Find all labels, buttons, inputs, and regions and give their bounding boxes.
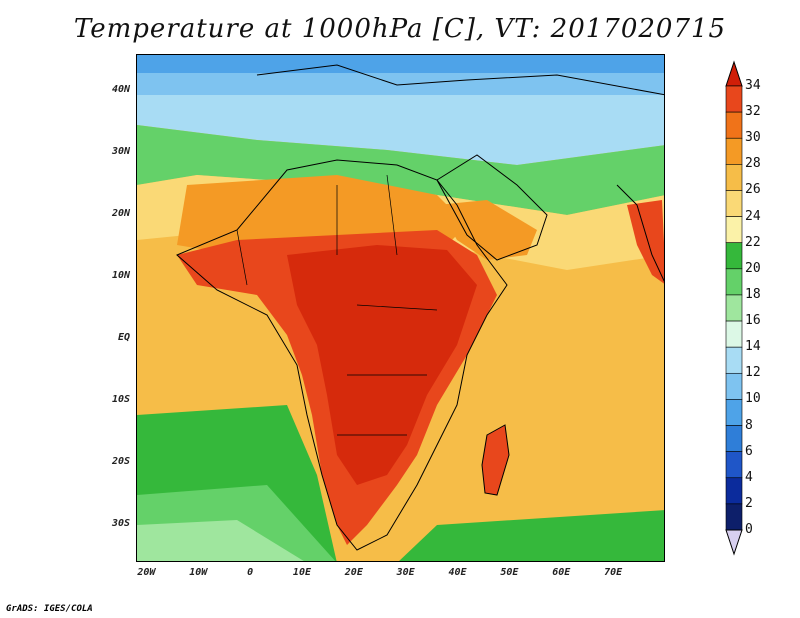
colorbar-swatch — [725, 399, 743, 426]
colorbar-over-arrow — [725, 60, 743, 87]
colorbar-swatch — [725, 85, 743, 113]
colorbar-swatch — [725, 372, 743, 400]
colorbar-label: 20 — [745, 260, 761, 276]
colorbar-swatch — [725, 190, 743, 217]
colorbar-label: 22 — [745, 234, 761, 250]
longitude-label: 10E — [292, 567, 311, 578]
colorbar-label: 0 — [745, 522, 753, 537]
map-title: Temperature at 1000hPa [C], VT: 20170207… — [73, 14, 727, 44]
colorbar-label: 10 — [745, 391, 761, 407]
colorbar-label: 24 — [745, 208, 761, 224]
colorbar-swatch — [725, 294, 743, 322]
latitude-label: 10S — [111, 393, 130, 405]
colorbar-label: 16 — [745, 313, 761, 329]
colorbar-swatch — [725, 346, 743, 374]
latitude-label: 10N — [111, 270, 130, 282]
longitude-label: 20W — [137, 567, 156, 578]
colorbar-swatch — [725, 111, 743, 139]
longitude-label: 40E — [448, 567, 467, 578]
colorbar-under-arrow — [725, 529, 743, 556]
latitude-label: 20N — [111, 208, 130, 220]
latitude-label: 20S — [111, 455, 130, 467]
colorbar-label: 4 — [745, 469, 753, 485]
colorbar-swatch — [725, 425, 743, 452]
colorbar-label: 12 — [745, 365, 761, 381]
colorbar-label: 14 — [745, 339, 761, 355]
colorbar-label: 28 — [745, 156, 761, 172]
longitude-label: 10W — [189, 567, 208, 578]
colorbar-swatch — [725, 216, 743, 244]
colorbar-label: 32 — [745, 104, 761, 120]
colorbar-label: 6 — [745, 443, 753, 459]
latitude-label: 40N — [111, 84, 130, 96]
colorbar-swatch — [725, 503, 743, 531]
latitude-label: 30S — [111, 517, 130, 529]
longitude-label: 50E — [500, 567, 519, 578]
colorbar-swatch — [725, 137, 743, 165]
longitude-label: 60E — [552, 567, 571, 578]
colorbar-label: 26 — [745, 182, 761, 198]
colorbar-swatch — [725, 320, 743, 348]
colorbar-swatch — [725, 164, 743, 191]
colorbar-label: 2 — [745, 495, 753, 511]
latitude-label: 30N — [111, 146, 130, 158]
colorbar-swatch — [725, 477, 743, 505]
colorbar-label: 8 — [745, 417, 753, 433]
longitude-label: 0 — [247, 567, 254, 578]
longitude-label: 30E — [396, 567, 415, 578]
longitude-label: 70E — [604, 567, 623, 578]
colorbar-swatch — [725, 242, 743, 270]
temperature-map — [136, 54, 665, 562]
colorbar — [725, 60, 743, 556]
colorbar-label: 34 — [745, 78, 761, 93]
colorbar-swatch — [725, 268, 743, 296]
longitude-label: 20E — [344, 567, 363, 578]
colorbar-label: 18 — [745, 286, 761, 302]
colorbar-label: 30 — [745, 130, 761, 146]
colorbar-swatch — [725, 451, 743, 479]
latitude-label: EQ — [117, 331, 130, 343]
credit-footer: GrADS: IGES/COLA — [6, 604, 93, 614]
